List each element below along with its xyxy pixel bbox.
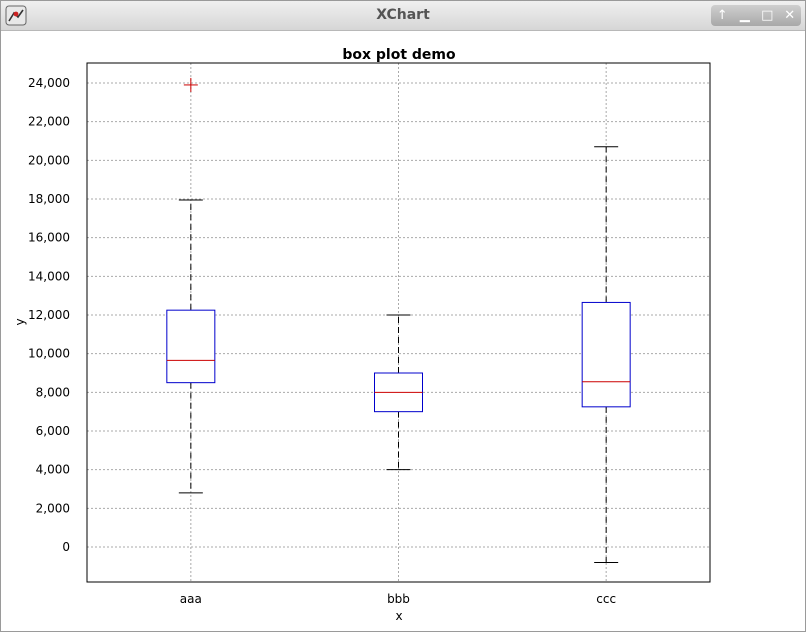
- x-axis-ticks: aaa bbb ccc: [180, 592, 616, 606]
- y-axis-title: y: [13, 318, 27, 325]
- y-tick-label: 12,000: [28, 308, 70, 322]
- box-series: [166, 77, 631, 563]
- plot-frame: [86, 62, 711, 583]
- box-iqr: [581, 301, 631, 408]
- maximize-icon[interactable]: □: [761, 8, 774, 23]
- xchart-app-icon[interactable]: [5, 5, 27, 26]
- y-tick-label: 2,000: [36, 501, 70, 515]
- window-title: XChart: [376, 7, 430, 23]
- title-bar[interactable]: XChart ↑ ▁ □ ✕: [1, 1, 805, 31]
- chart-panel: box plot demo 0 2,000 4,000 6,000 8,000 10,00…: [1, 31, 805, 631]
- box-aaa: [166, 77, 216, 494]
- chart-title: box plot demo: [342, 47, 456, 63]
- y-tick-label: 24,000: [28, 76, 70, 90]
- y-tick-label: 14,000: [28, 269, 70, 283]
- minimize-icon[interactable]: ▁: [739, 8, 750, 23]
- box-iqr: [166, 309, 216, 384]
- y-tick-label: 16,000: [28, 231, 70, 245]
- x-axis-title: x: [395, 609, 402, 623]
- restore-icon[interactable]: ↑: [716, 8, 728, 23]
- box-ccc: [581, 146, 631, 563]
- grid: [87, 63, 710, 582]
- box-plot-chart: box plot demo 0 2,000 4,000 6,000 8,000 10,00…: [13, 47, 711, 623]
- y-tick-label: 18,000: [28, 192, 70, 206]
- y-tick-label: 8,000: [36, 385, 70, 399]
- box-bbb: [374, 314, 423, 471]
- x-tick-label: aaa: [180, 592, 202, 606]
- y-tick-label: 10,000: [28, 347, 70, 361]
- x-tick-label: bbb: [387, 592, 410, 606]
- y-tick-label: 4,000: [36, 463, 70, 477]
- window-controls: ↑ ▁ □ ✕: [711, 5, 801, 26]
- y-axis-ticks: 0 2,000 4,000 6,000 8,000 10,000 12,000 14,000 1…: [28, 76, 70, 554]
- y-tick-label: 22,000: [28, 115, 70, 129]
- y-tick-label: 0: [62, 540, 70, 554]
- y-tick-label: 6,000: [36, 424, 70, 438]
- close-icon[interactable]: ✕: [784, 8, 796, 23]
- y-tick-label: 20,000: [28, 153, 70, 167]
- x-tick-label: ccc: [596, 592, 616, 606]
